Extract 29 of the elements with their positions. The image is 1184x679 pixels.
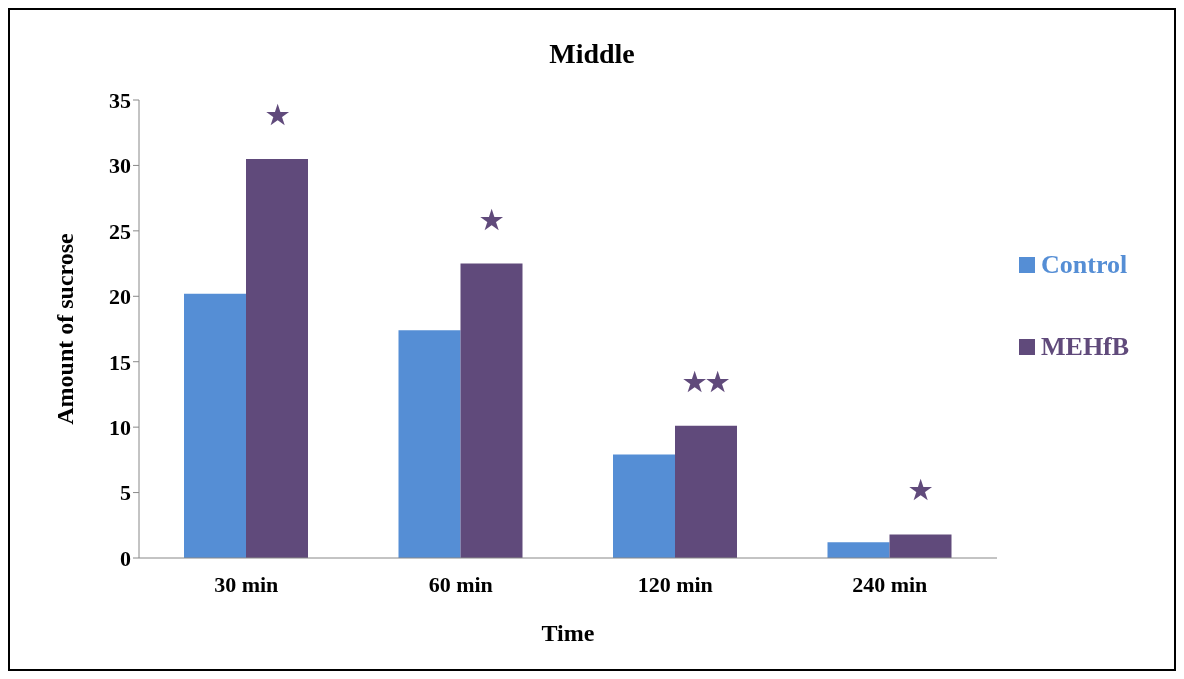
bar (184, 293, 246, 558)
bar (246, 158, 308, 558)
bar (889, 534, 952, 558)
bar (613, 454, 675, 558)
bar (398, 330, 461, 558)
x-axis-title: Time (540, 620, 596, 647)
bar (460, 263, 523, 558)
y-tick-label: 30 (109, 153, 131, 179)
y-tick-label: 25 (109, 218, 131, 244)
y-tick-label: 10 (109, 414, 131, 440)
y-tick-label: 0 (120, 545, 131, 571)
y-tick-label: 15 (109, 349, 131, 375)
y-tick-label: 20 (109, 284, 131, 310)
legend-label: MEHfB (1040, 331, 1130, 363)
significance-marker: ★ (265, 99, 289, 131)
x-tick-label: 120 min (637, 571, 713, 597)
x-tick-label: 30 min (214, 571, 279, 597)
bar (827, 542, 890, 558)
x-tick-label: 60 min (428, 571, 493, 597)
chart-title: Middle (548, 38, 636, 70)
y-tick-label: 35 (109, 87, 131, 113)
bar (675, 425, 737, 558)
significance-marker: ★★ (683, 366, 730, 398)
significance-marker: ★ (480, 204, 504, 236)
x-tick-label: 240 min (852, 571, 928, 597)
y-tick-label: 5 (120, 480, 131, 506)
significance-marker: ★ (909, 474, 933, 506)
y-axis-title: Amount of sucrose (51, 233, 79, 425)
legend-label: Control (1040, 249, 1129, 281)
